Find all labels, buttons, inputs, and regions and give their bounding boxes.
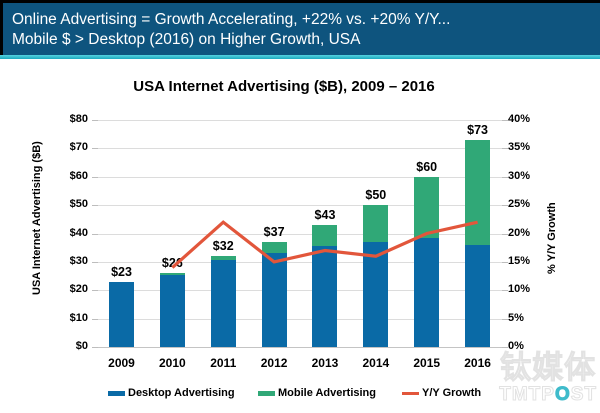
left-axis-tick: $30 [69, 254, 88, 267]
right-tick-mark [502, 290, 508, 292]
growth-line-swatch-icon [402, 391, 419, 395]
right-tick-mark [502, 148, 508, 150]
desktop-bar-segment [261, 253, 287, 347]
left-tick-mark [92, 148, 98, 150]
legend-item-desktop: Desktop Advertising [108, 387, 235, 399]
x-axis-tick: 2010 [159, 356, 186, 370]
bar-value-label: $43 [314, 207, 336, 222]
mobile-bar-segment [363, 205, 389, 242]
mobile-bar-segment [312, 224, 338, 247]
x-axis-tick: 2011 [210, 356, 237, 370]
right-tick-mark [502, 205, 508, 207]
legend-item-mobile: Mobile Advertising [258, 387, 376, 399]
left-tick-mark [92, 318, 98, 320]
gridline [97, 120, 503, 121]
watermark-latin-text: TMTPOST [499, 384, 597, 405]
right-tick-mark [502, 176, 508, 178]
slide-header: Online Advertising = Growth Accelerating… [0, 3, 600, 55]
left-black-edge [0, 0, 3, 55]
right-tick-mark [502, 347, 508, 348]
desktop-swatch-icon [108, 390, 125, 396]
right-axis-tick: 0% [508, 340, 524, 352]
right-tick-mark [502, 233, 508, 235]
mobile-bar-segment [465, 139, 491, 245]
legend-item-growth: Y/Y Growth [402, 387, 481, 399]
mobile-swatch-icon [258, 390, 275, 396]
watermark-o-badge-icon: O [554, 384, 571, 405]
right-axis-tick: 20% [508, 226, 531, 239]
legend-label-mobile: Mobile Advertising [278, 387, 376, 399]
right-axis-tick: 25% [508, 198, 531, 211]
gridline [97, 148, 503, 150]
gridline [97, 233, 503, 235]
x-axis-tick: 2012 [260, 356, 288, 370]
right-tick-mark [502, 318, 508, 320]
left-tick-mark [92, 347, 98, 348]
left-tick-mark [92, 290, 98, 292]
desktop-bar-segment [363, 242, 389, 347]
header-accent-line [0, 55, 600, 59]
desktop-bar-segment [414, 237, 440, 347]
desktop-bar-segment [159, 274, 185, 347]
left-axis-tick: $0 [75, 340, 88, 352]
right-tick-mark [502, 261, 508, 263]
left-axis-tick: $70 [69, 141, 88, 154]
left-tick-mark [92, 261, 98, 263]
x-axis-tick: 2016 [464, 356, 491, 370]
bar-value-label: $37 [263, 225, 285, 239]
gridline [97, 290, 503, 292]
right-axis-tick: 10% [508, 283, 531, 296]
right-axis-tick: 40% [508, 113, 531, 125]
left-axis-tick: $10 [69, 311, 88, 324]
mobile-bar-segment [261, 242, 287, 254]
left-tick-mark [92, 233, 98, 235]
watermark-latin-suffix: ST [570, 384, 597, 405]
left-axis-tick: $80 [69, 113, 88, 125]
watermark-cjk-text: 钛媒体 [500, 350, 597, 385]
left-axis-tick: $40 [69, 226, 88, 239]
left-axis-tick: $60 [69, 169, 88, 182]
mobile-bar-segment [210, 256, 236, 261]
right-axis-tick: 15% [508, 254, 531, 267]
right-axis-tick: 35% [508, 141, 531, 154]
legend-label-desktop: Desktop Advertising [128, 387, 235, 399]
right-axis-tick: 5% [508, 311, 524, 324]
bar-value-label: $23 [111, 264, 132, 279]
left-tick-mark [92, 176, 98, 178]
bar-value-label: $32 [212, 239, 234, 254]
chart-title: USA Internet Advertising ($B), 2009 – 20… [133, 78, 435, 95]
gridline [97, 176, 503, 178]
bar-value-label: $73 [467, 122, 489, 137]
header-line-2: Mobile $ > Desktop (2016) on Higher Grow… [12, 31, 361, 48]
x-axis-tick: 2014 [362, 356, 390, 370]
gridline [97, 205, 503, 207]
mobile-bar-segment [159, 273, 185, 275]
desktop-bar-segment [109, 281, 134, 347]
watermark-latin-prefix: TMTP [499, 384, 555, 405]
x-axis-tick: 2015 [413, 356, 441, 370]
mobile-bar-segment [414, 176, 440, 238]
tmtpost-watermark: 钛媒体 TMTPOST [499, 350, 597, 405]
left-axis-tick: $20 [69, 283, 88, 296]
desktop-bar-segment [210, 260, 236, 347]
gridline [97, 318, 503, 320]
desktop-bar-segment [312, 246, 338, 347]
bar-value-label: $26 [161, 256, 183, 271]
bar-value-label: $50 [365, 188, 387, 203]
header-line-1: Online Advertising = Growth Accelerating… [12, 11, 451, 28]
left-tick-mark [92, 205, 98, 207]
x-axis-tick: 2009 [108, 356, 135, 370]
right-tick-mark [502, 120, 508, 121]
left-tick-mark [92, 120, 98, 121]
x-axis-tick: 2013 [311, 356, 339, 370]
legend-label-growth: Y/Y Growth [422, 387, 482, 399]
left-axis-label: USA Internet Advertising ($B) [31, 141, 43, 295]
top-black-edge [0, 0, 600, 3]
bar-value-label: $60 [416, 159, 438, 174]
x-axis-line [92, 347, 506, 348]
desktop-bar-segment [465, 244, 491, 347]
left-axis-tick: $50 [69, 198, 88, 211]
right-axis-tick: 30% [508, 169, 531, 182]
